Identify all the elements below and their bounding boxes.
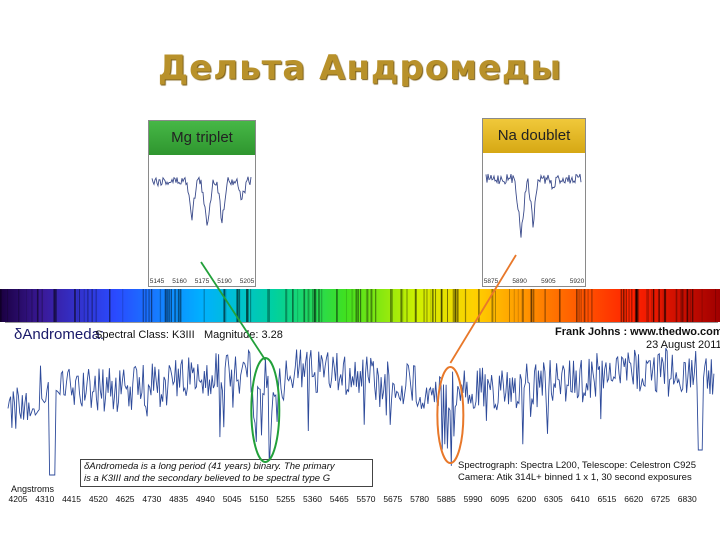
x-tick-label: 6410 [570,494,590,504]
x-tick-label: 6515 [597,494,617,504]
na-doublet-inset: Na doublet 5875 5890 5905 5920 [482,118,586,287]
x-tick-label: 4940 [195,494,215,504]
x-tick-label: 4415 [62,494,81,504]
inset-tick-label: 5875 [484,278,499,285]
x-tick-label: 5570 [356,494,376,504]
x-tick-label: 4730 [142,494,162,504]
inset-tick-label: 5145 [150,278,165,285]
mg-inset-plot: 5145 5160 5175 5190 5205 [150,176,255,285]
inset-tick-label: 5205 [240,278,255,285]
x-tick-label: 5990 [463,494,483,504]
x-tick-label: 5255 [276,494,296,504]
x-tick-label: 5045 [222,494,242,504]
magnitude-label: Magnitude: 3.28 [204,329,283,341]
mg-inset-header [149,121,255,155]
x-tick-label: 4835 [169,494,189,504]
x-tick-label: 6305 [543,494,563,504]
x-tick-label: 6620 [624,494,644,504]
x-tick-label: 6725 [651,494,670,504]
na-inset-label: Na doublet [497,127,571,144]
x-tick-label: 4205 [8,494,28,504]
equipment-note-line2: Camera: Atik 314L+ binned 1 x 1, 30 seco… [458,472,692,483]
x-tick-label: 5885 [436,494,456,504]
na-inset-header [483,119,585,153]
binary-note: δAndromeda is a long period (41 years) b… [80,459,373,487]
x-tick-label: 6830 [677,494,697,504]
spectral-class-label: Spectral Class: K3III [95,329,195,341]
star-name-label: δAndromeda: [14,326,104,343]
x-tick-label: 5675 [383,494,403,504]
slide-title: Дельта Андромеды [157,48,563,88]
inset-tick-label: 5890 [512,278,527,285]
na-inset-plot: 5875 5890 5905 5920 [484,173,585,285]
x-tick-label: 5360 [303,494,322,504]
x-tick-label: 5780 [410,494,430,504]
x-tick-label: 5465 [329,494,349,504]
x-tick-label: 4625 [115,494,135,504]
spectrum-line [7,348,715,476]
inset-tick-label: 5175 [195,278,210,285]
x-axis-tick-labels: 4205 4310 4415 4520 4625 4730 4835 4940 5045 5150… [0,494,720,506]
x-tick-label: 6095 [490,494,510,504]
binary-note-line1: δAndromeda is a long period (41 years) b… [84,461,335,472]
x-tick-label: 5150 [249,494,269,504]
star-symbol: δ [14,326,23,343]
equipment-note: Spectrograph: Spectra L200, Telescope: C… [458,460,696,484]
inset-tick-label: 5190 [217,278,232,285]
x-tick-label: 4520 [88,494,108,504]
inset-tick-label: 5160 [172,278,187,285]
mg-inset-label: Mg triplet [171,129,233,146]
x-axis-label: Angstroms [11,484,55,494]
spectrum-color-strip [0,289,720,322]
inset-spectrum-line [485,173,582,238]
date-label: 23 August 2011 [646,339,720,351]
inset-tick-label: 5905 [541,278,556,285]
inset-spectrum-line [151,176,252,226]
mg-triplet-inset: Mg triplet 5145 5160 5175 5190 5205 [148,120,256,287]
x-tick-label: 6200 [517,494,537,504]
inset-tick-label: 5920 [570,278,585,285]
x-tick-label: 4310 [35,494,55,504]
binary-note-line2: is a K3III and the secondary believed to… [84,473,331,484]
author-label: Frank Johns : www.thedwo.com [555,326,720,338]
spectrum-plot [7,348,715,476]
equipment-note-line1: Spectrograph: Spectra L200, Telescope: C… [458,460,697,471]
star-name: Andromeda: [22,326,105,343]
